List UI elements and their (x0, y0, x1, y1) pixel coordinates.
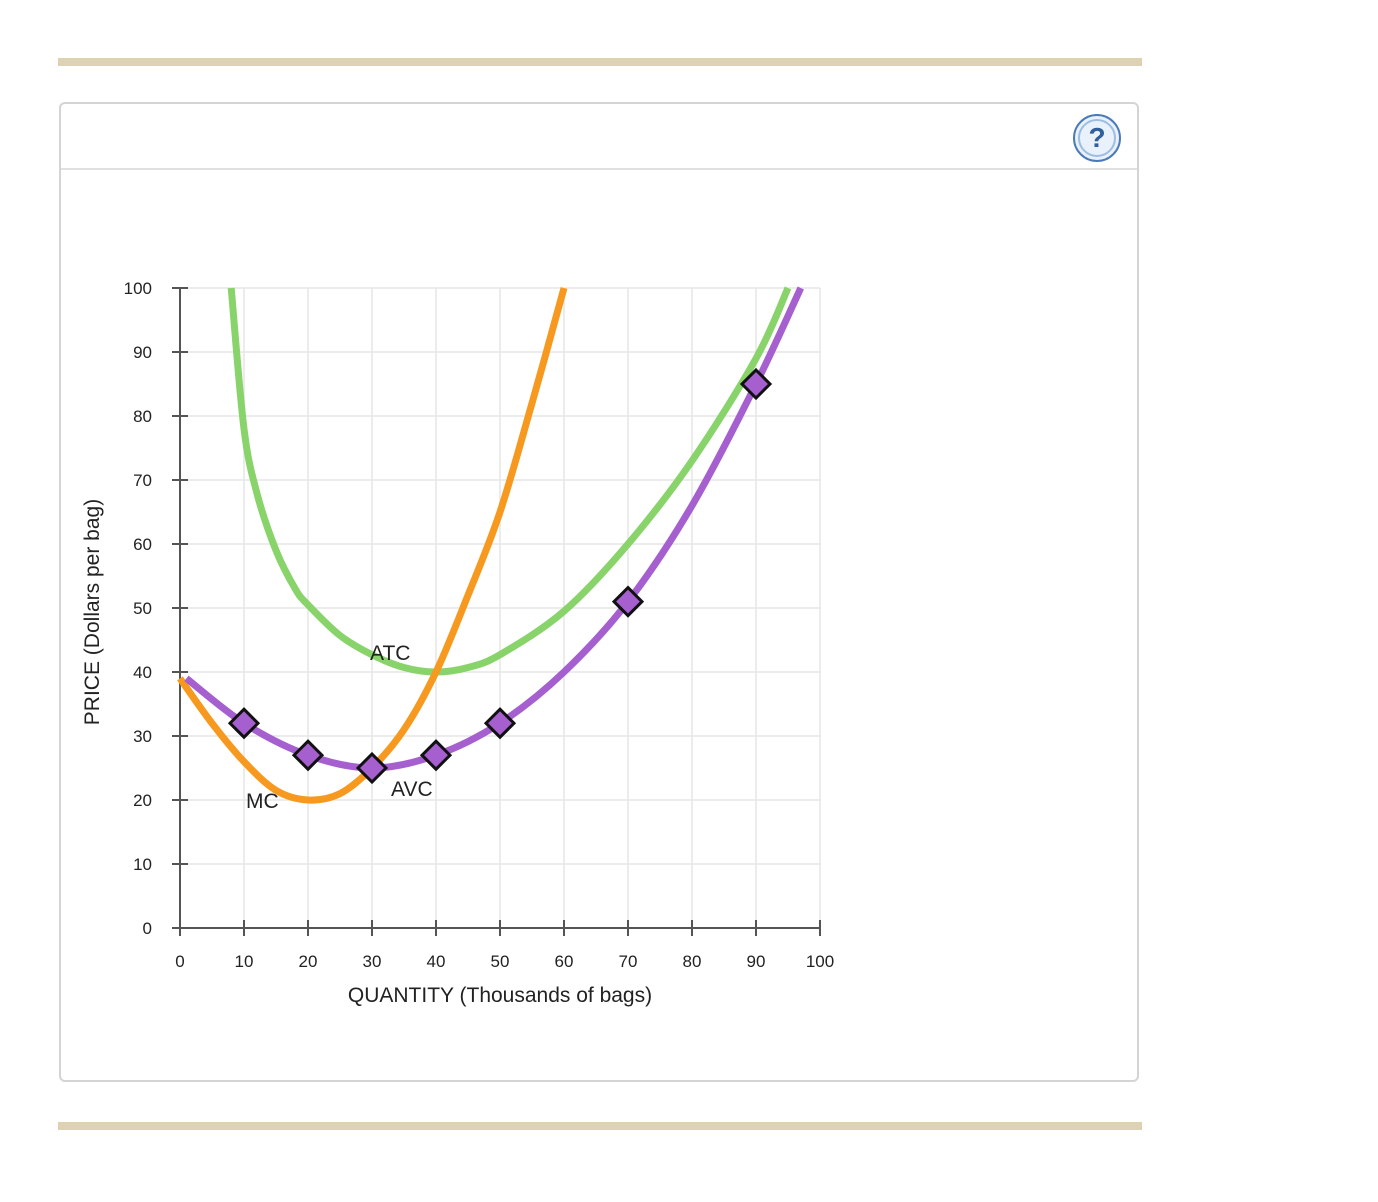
curve-label-avc: AVC (391, 778, 433, 801)
series-line-atc (227, 286, 792, 676)
bottom-divider (58, 1122, 1142, 1130)
avc-point-marker[interactable] (611, 585, 645, 618)
curve-label-mc: MC (246, 790, 279, 813)
avc-point-marker[interactable] (739, 367, 773, 401)
y-tick-label: 50 (133, 599, 152, 618)
x-tick-label: 100 (806, 952, 834, 971)
x-tick-label: 80 (683, 952, 702, 971)
curve-labels: ATC MC AVC (246, 642, 433, 813)
y-tick-label: 60 (133, 535, 152, 554)
axes: 0 10 20 30 40 50 60 70 80 90 100 0 10 20 30 40 50 60 70 80 9… (124, 279, 835, 971)
question-mark-icon: ? (1078, 119, 1116, 157)
grid (180, 287, 821, 928)
x-tick-label: 60 (555, 952, 574, 971)
data-points[interactable] (227, 367, 773, 785)
y-tick-label: 20 (133, 791, 152, 810)
x-tick-label: 10 (235, 952, 254, 971)
y-tick-label: 100 (124, 279, 152, 298)
curve-label-atc: ATC (370, 642, 410, 665)
y-tick-label: 10 (133, 855, 152, 874)
help-button[interactable]: ? (1073, 114, 1121, 162)
avc-point-marker[interactable] (483, 707, 517, 740)
x-axis-title: QUANTITY (Thousands of bags) (348, 984, 652, 1007)
avc-point-marker[interactable] (227, 707, 261, 740)
y-tick-label: 80 (133, 407, 152, 426)
top-divider (58, 58, 1142, 66)
help-icon-glyph: ? (1088, 122, 1106, 153)
panel-header: ? (61, 104, 1137, 170)
y-tick-label: 0 (143, 919, 152, 938)
x-tick-label: 30 (363, 952, 382, 971)
graph-panel: ? (59, 102, 1139, 1082)
x-tick-label: 70 (619, 952, 638, 971)
avc-point-marker[interactable] (291, 739, 325, 772)
x-tick-label: 90 (747, 952, 766, 971)
y-tick-label: 40 (133, 663, 152, 682)
avc-point-marker[interactable] (355, 751, 389, 785)
y-tick-label: 70 (133, 471, 152, 490)
x-tick-label: 0 (175, 952, 184, 971)
avc-point-marker[interactable] (419, 739, 453, 772)
y-tick-label: 90 (133, 343, 152, 362)
series-line-mc (177, 287, 568, 804)
y-axis-title: PRICE (Dollars per bag) (81, 499, 104, 725)
y-tick-label: 30 (133, 727, 152, 746)
x-tick-label: 20 (299, 952, 318, 971)
x-tick-label: 40 (427, 952, 446, 971)
x-tick-label: 50 (491, 952, 510, 971)
